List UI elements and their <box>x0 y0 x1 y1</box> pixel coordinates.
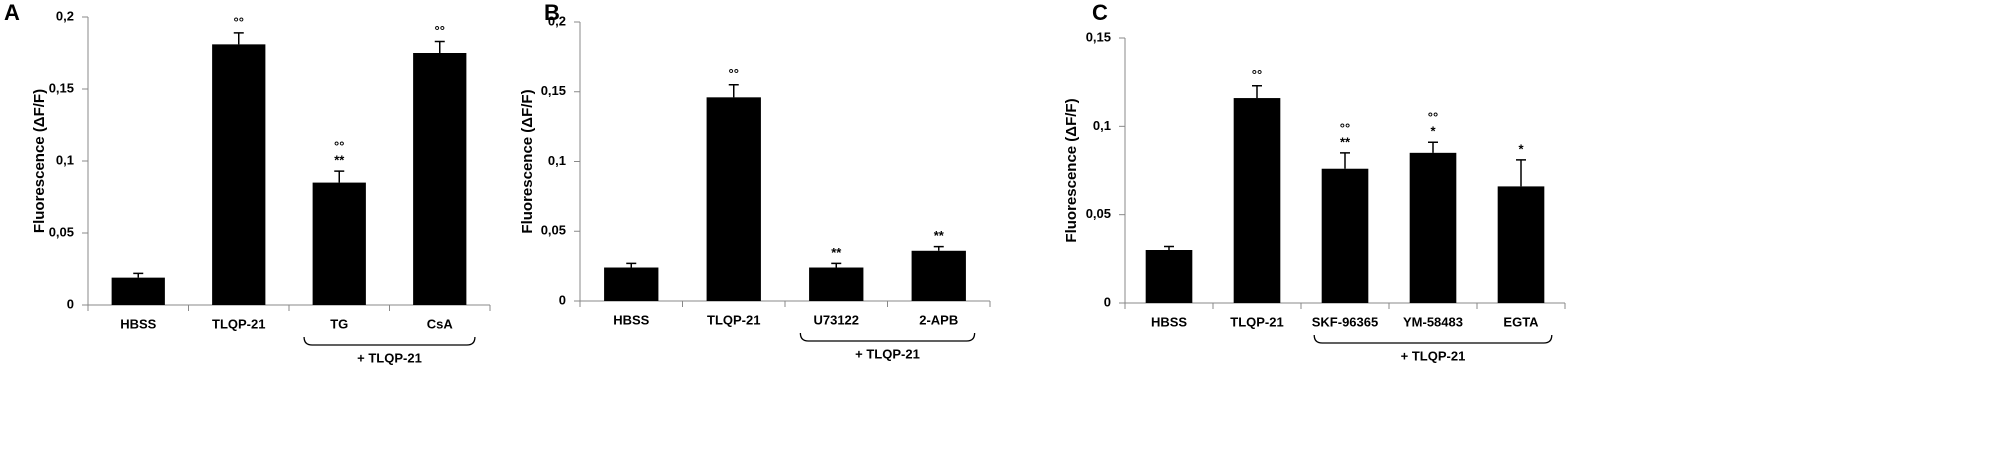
x-tick-label: HBSS <box>120 316 156 331</box>
y-axis-label: Fluorescence (ΔF/F) <box>519 89 536 233</box>
y-tick-label: 0 <box>67 296 74 311</box>
significance-label: ** <box>831 245 842 260</box>
y-tick-label: 0,1 <box>548 153 566 168</box>
error-bar <box>133 272 144 278</box>
bar <box>809 267 864 301</box>
x-tick-label: HBSS <box>1151 314 1187 329</box>
bar <box>1145 250 1193 303</box>
y-tick-label: 0 <box>1104 294 1111 309</box>
x-tick-label: SKF-96365 <box>1312 314 1378 329</box>
y-tick-label: 0,1 <box>1093 118 1111 133</box>
x-tick-label: EGTA <box>1503 314 1539 329</box>
error-bar <box>831 262 842 268</box>
significance-label: °° <box>435 23 445 38</box>
x-tick-label: U73122 <box>813 312 859 327</box>
y-tick-label: 0,15 <box>49 80 74 95</box>
error-bar <box>626 262 637 268</box>
y-tick-label: 0,2 <box>548 13 566 28</box>
error-bar <box>1164 245 1174 250</box>
significance-label: ** <box>1340 134 1351 149</box>
y-tick-label: 0,15 <box>541 83 566 98</box>
error-bar <box>1340 152 1350 169</box>
bar <box>413 53 467 305</box>
bar <box>604 267 659 301</box>
x-tick-label: TLQP-21 <box>1230 314 1283 329</box>
error-bar <box>1516 159 1526 187</box>
group-bracket <box>1313 334 1553 344</box>
error-bar <box>233 32 244 45</box>
error-bar <box>1428 141 1438 153</box>
x-tick-label: TG <box>330 316 348 331</box>
group-bracket <box>799 332 976 342</box>
significance-label: ** <box>934 228 945 243</box>
significance-label: * <box>1430 124 1436 139</box>
group-label: + TLQP-21 <box>357 350 422 365</box>
significance-label: °° <box>1252 67 1262 82</box>
x-tick-label: TLQP-21 <box>707 312 760 327</box>
group-bracket <box>303 336 476 346</box>
y-tick-label: 0,1 <box>56 152 74 167</box>
bar <box>1497 186 1545 303</box>
panel-letter: B <box>544 0 560 25</box>
error-bar <box>334 170 345 183</box>
bar <box>312 182 366 305</box>
y-tick-label: 0 <box>559 292 566 307</box>
bar <box>706 97 761 301</box>
bar <box>1321 168 1369 303</box>
group-label: + TLQP-21 <box>1401 348 1466 363</box>
bar <box>212 44 266 306</box>
x-tick-label: YM-58483 <box>1403 314 1463 329</box>
significance-label: °° <box>1428 110 1438 125</box>
x-tick-label: HBSS <box>613 312 649 327</box>
significance-label: °° <box>729 66 739 81</box>
y-tick-label: 0,05 <box>49 224 74 239</box>
x-tick-label: TLQP-21 <box>212 316 265 331</box>
x-tick-label: 2-APB <box>919 312 958 327</box>
y-tick-label: 0,05 <box>541 223 566 238</box>
y-tick-label: 0,05 <box>1086 206 1111 221</box>
error-bar <box>434 40 445 53</box>
significance-label: ** <box>334 153 345 168</box>
y-tick-label: 0,2 <box>56 8 74 23</box>
bar <box>911 250 966 301</box>
y-tick-label: 0,15 <box>1086 29 1111 44</box>
panel-letter: C <box>1092 0 1108 25</box>
bar <box>1233 98 1281 303</box>
bar <box>111 277 165 305</box>
significance-label: * <box>1518 141 1524 156</box>
error-bar <box>728 84 739 98</box>
error-bar <box>933 245 944 251</box>
group-label: + TLQP-21 <box>855 346 920 361</box>
y-axis-label: Fluorescence (ΔF/F) <box>1063 98 1080 242</box>
panel-letter: A <box>4 0 20 25</box>
x-tick-label: CsA <box>427 316 454 331</box>
y-axis-label: Fluorescence (ΔF/F) <box>31 89 48 233</box>
significance-label: °° <box>334 139 344 154</box>
significance-label: °° <box>1340 120 1350 135</box>
bar <box>1409 152 1457 303</box>
significance-label: °° <box>234 14 244 29</box>
error-bar <box>1252 84 1262 99</box>
